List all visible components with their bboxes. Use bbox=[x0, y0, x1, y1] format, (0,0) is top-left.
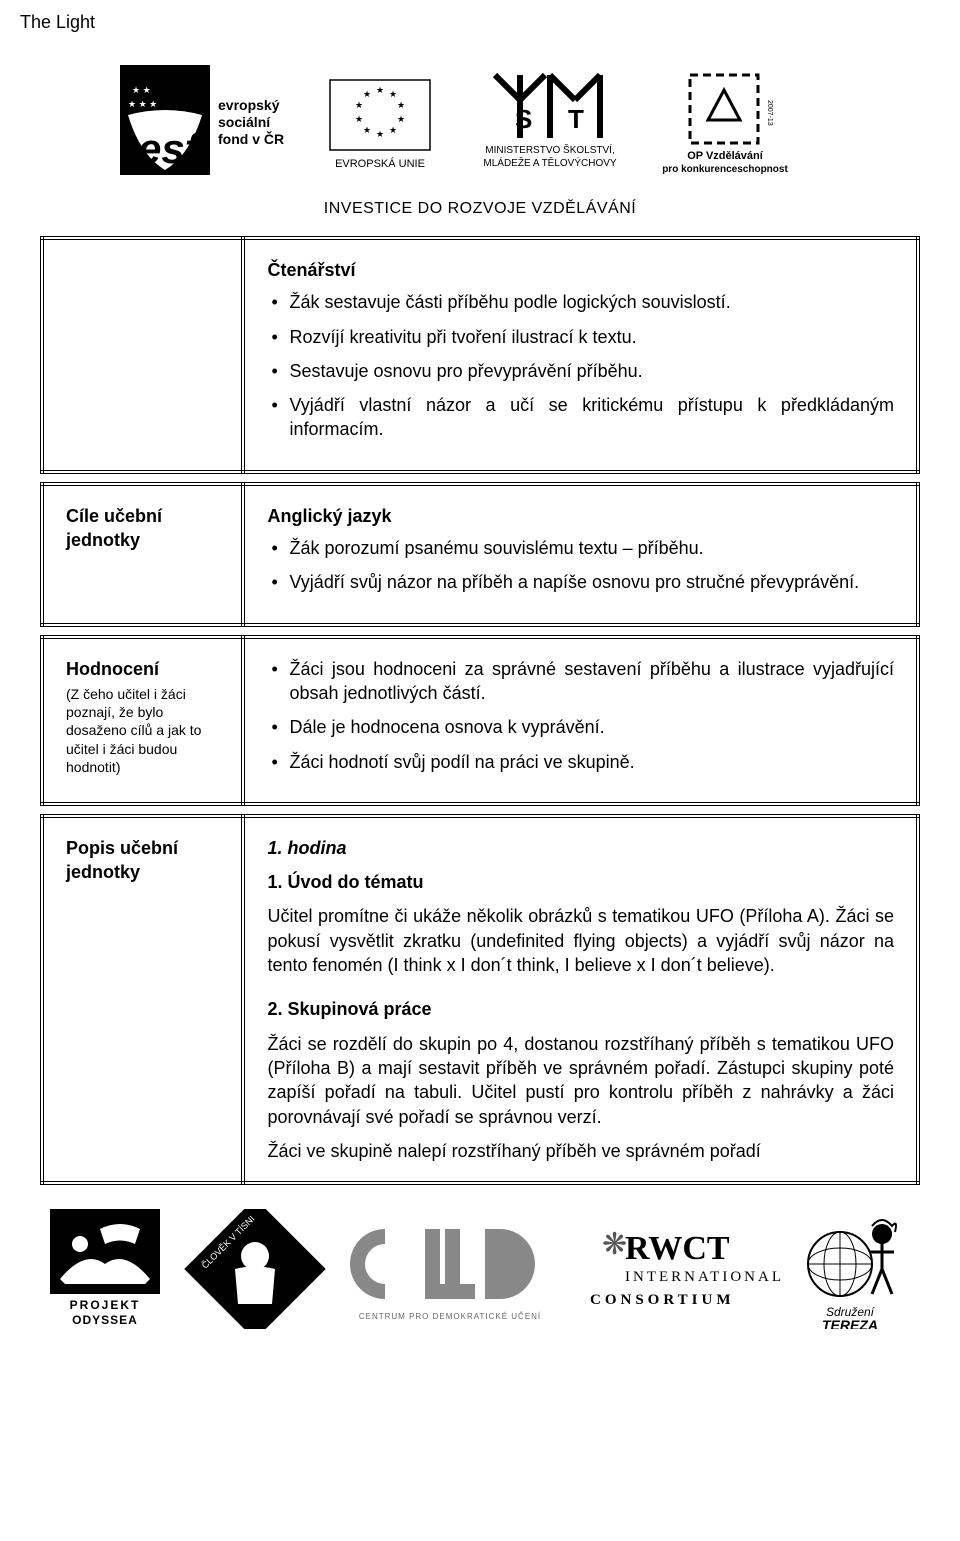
svg-text:CENTRUM PRO DEMOKRATICKÉ UČENÍ: CENTRUM PRO DEMOKRATICKÉ UČENÍ bbox=[359, 1312, 541, 1321]
row4-p1: Učitel promítne či ukáže několik obrázků… bbox=[267, 904, 894, 977]
row2-title: Cíle učební jednotky bbox=[66, 506, 162, 550]
svg-text:★: ★ bbox=[389, 125, 397, 135]
table-row: Hodnocení (Z čeho učitel i žáci poznají,… bbox=[42, 637, 918, 804]
list-item: Vyjádří svůj názor na příběh a napíše os… bbox=[267, 570, 894, 594]
row4-left: Popis učební jednotky bbox=[42, 816, 243, 1183]
list-item: Sestavuje osnovu pro převyprávění příběh… bbox=[267, 359, 894, 383]
row4-p2: Žáci se rozdělí do skupin po 4, dostanou… bbox=[267, 1032, 894, 1129]
row2-heading: Anglický jazyk bbox=[267, 504, 894, 528]
odyssea-logo-icon: PROJEKT ODYSSEA bbox=[50, 1209, 160, 1327]
svg-text:★: ★ bbox=[389, 89, 397, 99]
svg-text:T: T bbox=[568, 104, 584, 134]
svg-text:TEREZA: TEREZA bbox=[822, 1317, 878, 1329]
svg-text:★: ★ bbox=[397, 114, 405, 124]
clovek-logo-icon: ČLOVĚK V TÍSNI bbox=[184, 1209, 325, 1329]
row2-right: Anglický jazyk Žák porozumí psanému souv… bbox=[243, 484, 918, 625]
svg-text:★ ★ ★: ★ ★ ★ bbox=[128, 99, 157, 109]
svg-text:CONSORTIUM: CONSORTIUM bbox=[590, 1292, 734, 1308]
svg-text:★: ★ bbox=[376, 85, 384, 95]
row3-right: Žáci jsou hodnoceni za správné sestavení… bbox=[243, 637, 918, 804]
row4-p3: Žáci ve skupině nalepí rozstříhaný příbě… bbox=[267, 1139, 894, 1163]
svg-text:esf: esf bbox=[138, 125, 203, 172]
svg-text:ODYSSEA: ODYSSEA bbox=[72, 1313, 138, 1327]
list-item: Rozvíjí kreativitu při tvoření ilustrací… bbox=[267, 325, 894, 349]
list-item: Dále je hodnocena osnova k vyprávění. bbox=[267, 715, 894, 739]
list-item: Vyjádří vlastní názor a učí se kritickém… bbox=[267, 393, 894, 442]
svg-text:2007-13: 2007-13 bbox=[766, 100, 773, 126]
svg-text:★ ★: ★ ★ bbox=[132, 85, 151, 95]
row4-right: 1. hodina 1. Úvod do tématu Učitel promí… bbox=[243, 816, 918, 1183]
top-logo-strip: ★ ★ ★ ★ ★ esf evropský sociální fond v Č… bbox=[40, 55, 920, 190]
content-table: Čtenářství Žák sestavuje části příběhu p… bbox=[40, 236, 920, 1185]
row4-h3: 2. Skupinová práce bbox=[267, 997, 894, 1021]
svg-text:★: ★ bbox=[376, 129, 384, 139]
svg-text:❋: ❋ bbox=[602, 1228, 627, 1261]
cdu-logo-icon: CENTRUM PRO DEMOKRATICKÉ UČENÍ bbox=[350, 1229, 541, 1321]
list-item: Žáci jsou hodnoceni za správné sestavení… bbox=[267, 657, 894, 706]
esf-label-2: sociální bbox=[218, 114, 271, 130]
svg-text:S: S bbox=[515, 104, 532, 134]
row1-heading: Čtenářství bbox=[267, 258, 894, 282]
ministry-label-1: MINISTERSTVO ŠKOLSTVÍ, bbox=[485, 143, 614, 156]
list-item: Žáci hodnotí svůj podíl na práci ve skup… bbox=[267, 750, 894, 774]
ministry-label-2: MLÁDEŽE A TĚLOVÝCHOVY bbox=[483, 156, 617, 169]
row3-sub: (Z čeho učitel i žáci poznají, že bylo d… bbox=[66, 685, 219, 776]
svg-text:★: ★ bbox=[355, 100, 363, 110]
svg-text:★: ★ bbox=[363, 89, 371, 99]
esf-label-1: evropský bbox=[218, 97, 280, 113]
svg-text:★: ★ bbox=[363, 125, 371, 135]
row2-left: Cíle učební jednotky bbox=[42, 484, 243, 625]
esf-label-3: fond v ČR bbox=[218, 130, 284, 147]
row4-h2: 1. Úvod do tématu bbox=[267, 870, 894, 894]
funding-logos: ★ ★ ★ ★ ★ esf evropský sociální fond v Č… bbox=[120, 55, 840, 185]
table-row: Popis učební jednotky 1. hodina 1. Úvod … bbox=[42, 816, 918, 1183]
svg-text:★: ★ bbox=[397, 100, 405, 110]
footer-logo-strip: PROJEKT ODYSSEA ČLOVĚK V TÍSNI CENTRUM P… bbox=[40, 1209, 920, 1334]
row3-left: Hodnocení (Z čeho učitel i žáci poznají,… bbox=[42, 637, 243, 804]
row4-title: Popis učební jednotky bbox=[66, 838, 178, 882]
svg-text:INTERNATIONAL: INTERNATIONAL bbox=[625, 1269, 784, 1285]
tereza-logo-icon: Sdružení TEREZA bbox=[808, 1220, 896, 1329]
svg-text:★: ★ bbox=[355, 114, 363, 124]
op-label-2: pro konkurenceschopnost bbox=[662, 164, 788, 175]
svg-text:PROJEKT: PROJEKT bbox=[70, 1298, 141, 1312]
row3-title: Hodnocení bbox=[66, 659, 159, 679]
row4-h1: 1. hodina bbox=[267, 836, 894, 860]
invest-tagline: INVESTICE DO ROZVOJE VZDĚLÁVÁNÍ bbox=[40, 200, 920, 218]
row1-right: Čtenářství Žák sestavuje části příběhu p… bbox=[243, 238, 918, 472]
row1-left bbox=[42, 238, 243, 472]
svg-text:RWCT: RWCT bbox=[625, 1230, 730, 1267]
list-item: Žák porozumí psanému souvislému textu – … bbox=[267, 536, 894, 560]
rwct-logo-icon: ❋ RWCT INTERNATIONAL CONSORTIUM bbox=[590, 1228, 784, 1308]
op-label-1: OP Vzdělávání bbox=[687, 150, 764, 162]
page-title: The Light bbox=[20, 12, 920, 33]
eu-label: EVROPSKÁ UNIE bbox=[335, 157, 425, 170]
table-row: Cíle učební jednotky Anglický jazyk Žák … bbox=[42, 484, 918, 625]
list-item: Žák sestavuje části příběhu podle logick… bbox=[267, 290, 894, 314]
table-row: Čtenářství Žák sestavuje části příběhu p… bbox=[42, 238, 918, 472]
footer-logos-svg: PROJEKT ODYSSEA ČLOVĚK V TÍSNI CENTRUM P… bbox=[50, 1209, 910, 1329]
